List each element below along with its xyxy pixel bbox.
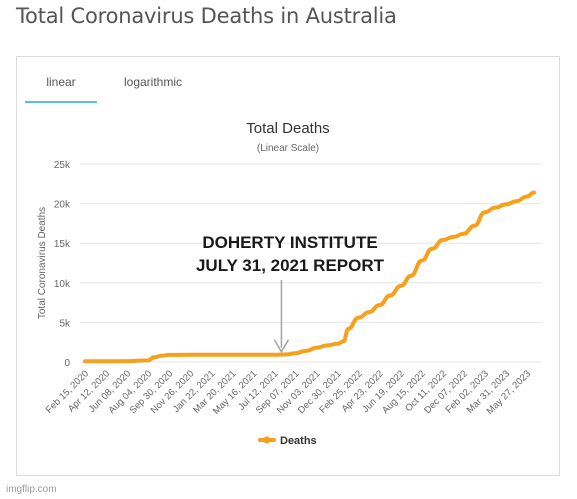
deaths-series-line (83, 190, 536, 364)
watermark: imgflip.com (6, 484, 57, 495)
tab-linear[interactable]: linear (25, 71, 97, 103)
tab-logarithmic[interactable]: logarithmic (123, 75, 183, 89)
chart-title: Total Deaths (246, 120, 329, 137)
y-tick-label: 25k (54, 160, 71, 171)
y-tick-label: 20k (54, 200, 71, 211)
legend-marker-deaths (263, 436, 271, 444)
page-title: Total Coronavirus Deaths in Australia (16, 4, 397, 28)
y-axis-label: Total Coronavirus Deaths (37, 207, 48, 319)
y-tick-label: 10k (54, 279, 71, 290)
y-tick-label: 0 (64, 358, 70, 369)
y-tick-label: 5k (59, 318, 71, 329)
annotation-arrow-head (273, 339, 290, 354)
y-tick-label: 15k (54, 239, 71, 250)
chart-card: linear logarithmic (16, 56, 560, 476)
legend-label-deaths: Deaths (280, 435, 317, 447)
annotation-text: DOHERTY INSTITUTE (202, 233, 377, 252)
chart-subtitle: (Linear Scale) (257, 143, 319, 154)
annotation-text: JULY 31, 2021 REPORT (196, 256, 385, 275)
